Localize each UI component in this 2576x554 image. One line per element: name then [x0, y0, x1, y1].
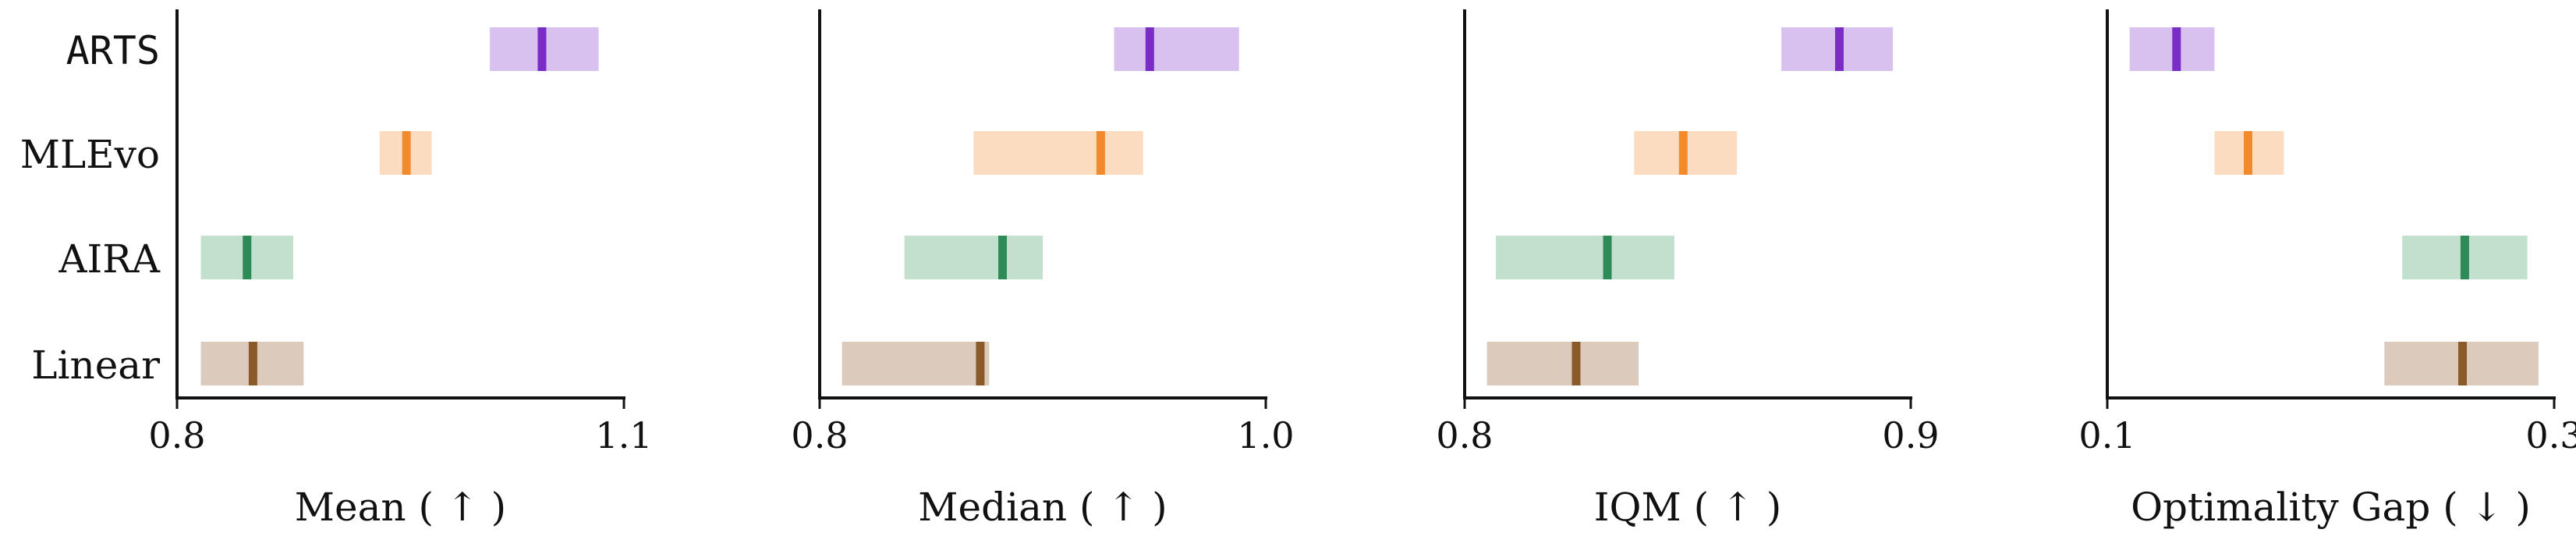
ci-bar-mlevo [973, 131, 1143, 175]
x-tick-label: 0.8 [148, 414, 205, 456]
method-labels: ARTS MLEvo AIRA Linear [20, 28, 161, 388]
point-estimate-arts [537, 27, 547, 71]
x-tick-label: 0.8 [791, 414, 848, 456]
x-tick-label: 0.1 [2078, 414, 2135, 456]
x-tick-label: 1.1 [595, 414, 652, 456]
point-estimate-arts [2172, 27, 2181, 71]
x-axis-title-mean: Mean ( ↑ ) [295, 485, 506, 530]
point-estimate-arts [1834, 27, 1844, 71]
ci-bar-linear [842, 342, 990, 385]
x-axis-title-median: Median ( ↑ ) [918, 485, 1167, 530]
ci-bar-aira [904, 236, 1043, 279]
x-tick-label: 1.0 [1237, 414, 1294, 456]
point-estimate-mlevo [402, 131, 411, 175]
x-tick-label: 0.3 [2525, 414, 2576, 456]
point-estimate-mlevo [1096, 131, 1105, 175]
point-estimate-arts [1145, 27, 1154, 71]
method-label-linear: Linear [31, 343, 160, 388]
ci-bar-arts [1114, 27, 1239, 71]
method-label-arts: ARTS [66, 28, 160, 73]
point-estimate-mlevo [1678, 131, 1688, 175]
panel-median: 0.8 1.0 Median ( ↑ ) [791, 9, 1295, 530]
point-estimate-aira [998, 236, 1008, 279]
method-label-aira: AIRA [58, 236, 161, 282]
ci-bar-linear [1486, 342, 1639, 385]
x-axis-title-iqm: IQM ( ↑ ) [1594, 485, 1782, 530]
ci-bar-arts [2129, 27, 2215, 71]
point-estimate-aira [2460, 236, 2469, 279]
panel-optimality-gap: 0.1 0.3 Optimality Gap ( ↓ ) [2078, 9, 2576, 530]
point-estimate-linear [248, 342, 257, 385]
method-label-mlevo: MLEvo [20, 132, 160, 177]
ci-bar-aira [1496, 236, 1674, 279]
panel-iqm: 0.8 0.9 IQM ( ↑ ) [1436, 9, 1940, 530]
x-tick-label: 0.8 [1436, 414, 1493, 456]
panel-mean: 0.8 1.1 Mean ( ↑ ) [148, 9, 653, 530]
point-estimate-aira [1603, 236, 1612, 279]
x-tick-label: 0.9 [1882, 414, 1939, 456]
point-estimate-linear [976, 342, 985, 385]
metric-panels: 0.8 1.1 Mean ( ↑ ) 0.8 1.0 Median ( ↑ ) 0.8 0.9… [148, 9, 2576, 530]
x-axis-title-optimality-gap: Optimality Gap ( ↓ ) [2131, 485, 2531, 530]
point-estimate-aira [243, 236, 252, 279]
point-estimate-linear [2458, 342, 2468, 385]
point-estimate-linear [1571, 342, 1581, 385]
point-estimate-mlevo [2243, 131, 2252, 175]
